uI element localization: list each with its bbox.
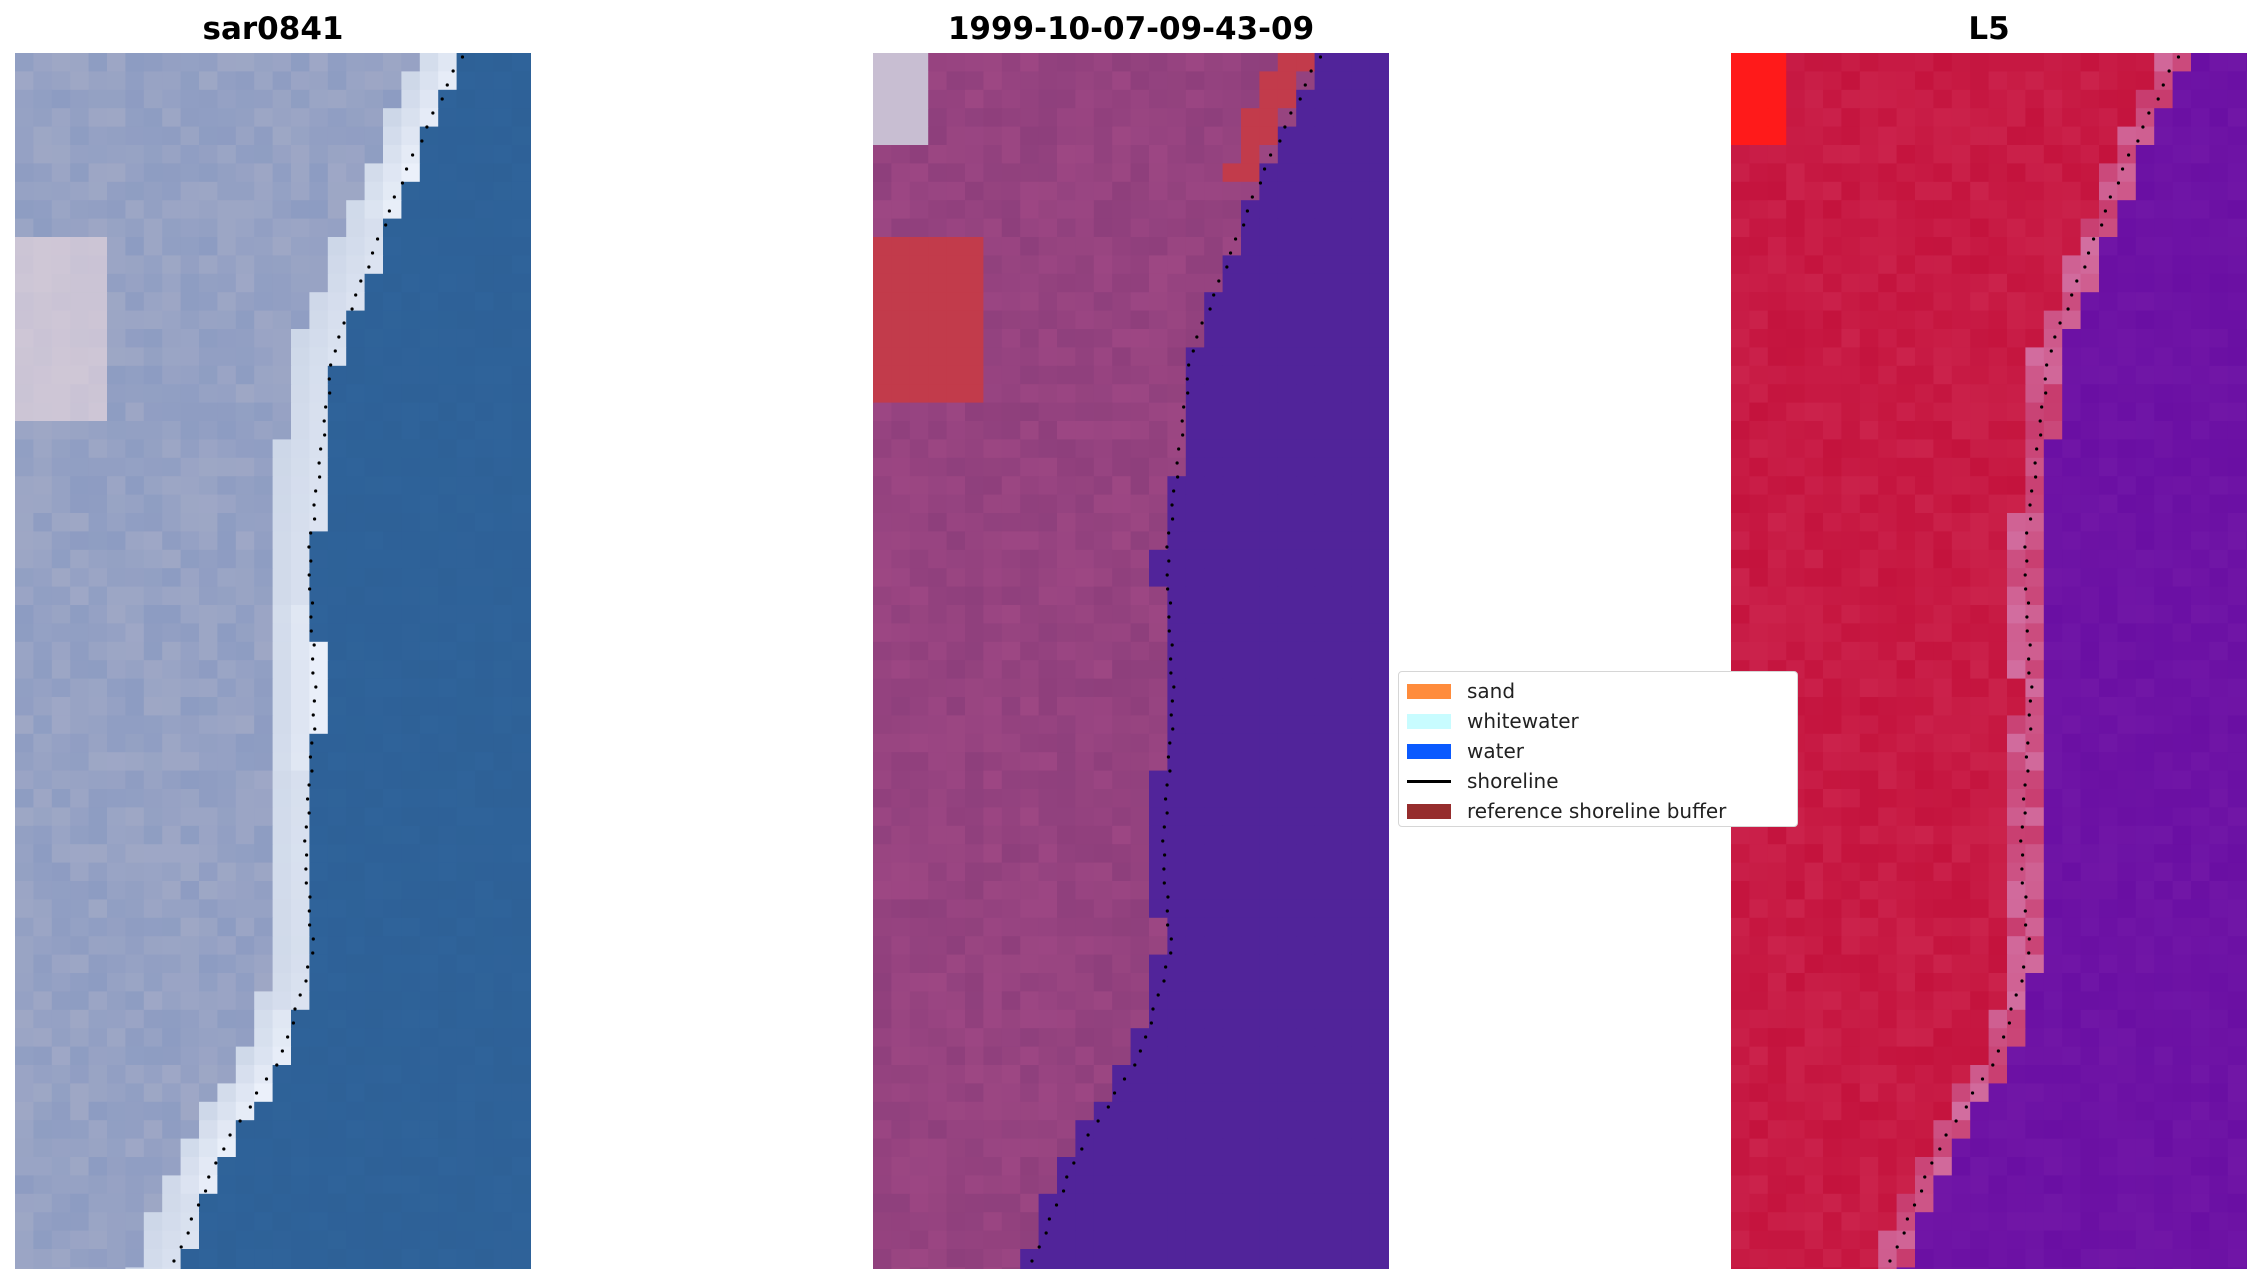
shoreline-dots bbox=[1030, 55, 1323, 1263]
legend-label: reference shoreline buffer bbox=[1467, 799, 1727, 823]
reference-buffer-swatch bbox=[1407, 803, 1451, 819]
water-swatch bbox=[1407, 743, 1451, 759]
shoreline-line-swatch bbox=[1407, 779, 1451, 783]
legend-item-whitewater: whitewater bbox=[1407, 708, 1579, 734]
index-image bbox=[1731, 53, 2247, 1269]
rgb-image bbox=[15, 53, 531, 1269]
classification-image bbox=[873, 53, 1389, 1269]
legend-label: whitewater bbox=[1467, 709, 1579, 733]
index-image-panel bbox=[1731, 53, 2247, 1269]
legend-item-reference-buffer: reference shoreline buffer bbox=[1407, 798, 1726, 824]
legend-item-water: water bbox=[1407, 738, 1524, 764]
whitewater-swatch bbox=[1407, 713, 1451, 729]
legend-item-shoreline: shoreline bbox=[1407, 768, 1559, 794]
panel-title-rgb: sar0841 bbox=[202, 11, 344, 47]
sand-swatch bbox=[1407, 683, 1451, 699]
legend: sand whitewater water shoreline referenc… bbox=[1398, 671, 1798, 827]
legend-label: shoreline bbox=[1467, 769, 1559, 793]
panel-title-classification: 1999-10-07-09-43-09 bbox=[947, 11, 1315, 47]
rgb-image-panel bbox=[15, 53, 531, 1269]
shoreline-dots bbox=[172, 55, 465, 1263]
legend-label: water bbox=[1467, 739, 1524, 763]
legend-label: sand bbox=[1467, 679, 1516, 703]
legend-item-sand: sand bbox=[1407, 678, 1515, 704]
shoreline-dots bbox=[1888, 55, 2181, 1263]
classification-image-panel bbox=[873, 53, 1389, 1269]
panel-title-index: L5 bbox=[1968, 11, 2010, 47]
